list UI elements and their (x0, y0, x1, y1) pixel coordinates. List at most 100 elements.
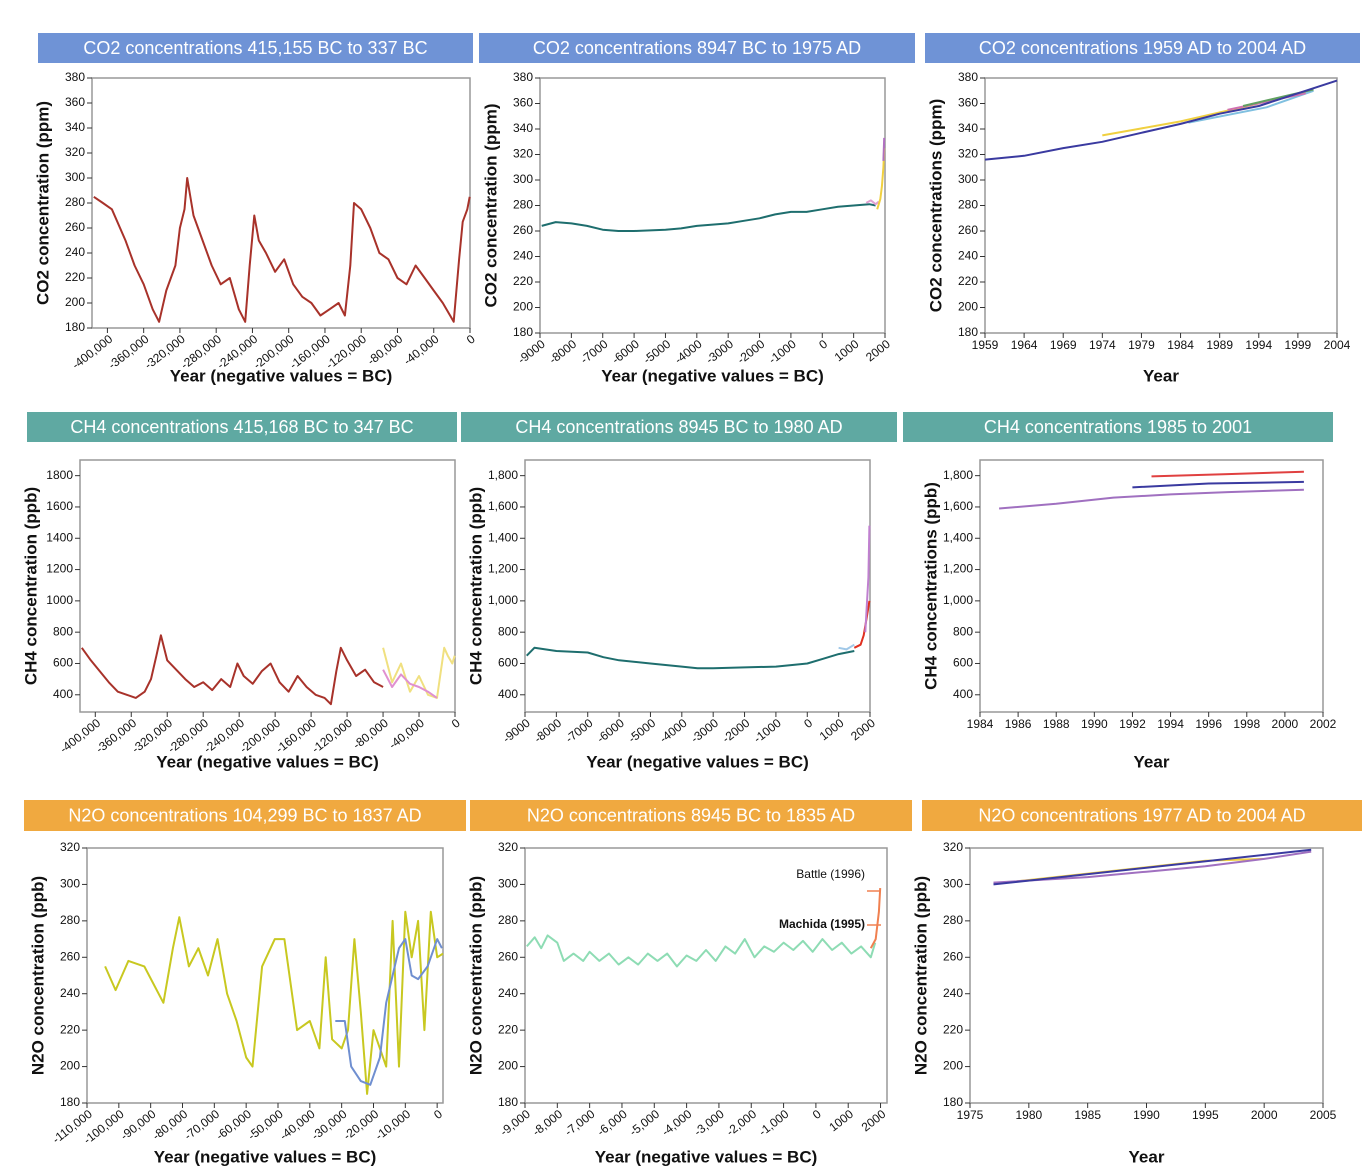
y-tick-label: 600 (498, 656, 518, 670)
x-tick-label: -8000 (546, 337, 579, 367)
x-tick-label: -8000 (531, 716, 564, 746)
x-tick-label: -9000 (500, 716, 533, 746)
y-tick-label: 300 (65, 170, 85, 184)
x-tick-label: -7,000 (562, 1107, 598, 1139)
x-tick-label: -8,000 (530, 1107, 566, 1139)
y-tick-label: 1000 (46, 593, 73, 607)
x-tick-label: 2000 (848, 716, 878, 744)
y-tick-label: 1200 (46, 562, 73, 576)
x-tick-label: -80,000 (350, 716, 391, 752)
y-tick-label: 280 (958, 198, 978, 212)
y-tick-label: 220 (513, 274, 533, 288)
y-tick-label: 800 (53, 624, 73, 638)
x-tick-label: 1990 (1081, 717, 1108, 731)
title-bar (479, 33, 915, 63)
x-tick-label: 1992 (1119, 717, 1146, 731)
y-axis-title: N2O concentration (ppb) (28, 876, 47, 1075)
y-tick-label: 220 (60, 1022, 80, 1036)
y-tick-label: 320 (498, 840, 518, 854)
y-tick-label: 360 (958, 96, 978, 110)
plot-frame (984, 77, 1338, 334)
y-tick-label: 220 (958, 274, 978, 288)
y-tick-label: 300 (943, 877, 963, 891)
y-tick-label: 260 (498, 949, 518, 963)
data-line (335, 938, 443, 1086)
y-tick-label: 1800 (46, 468, 73, 482)
x-tick-label: -5,000 (627, 1107, 663, 1139)
y-tick-label: 1,800 (488, 468, 518, 482)
x-tick-label: 1998 (1233, 717, 1260, 731)
title-bar (24, 800, 466, 831)
data-line (525, 646, 855, 670)
x-tick-label: -9,000 (497, 1107, 533, 1139)
y-tick-label: 320 (958, 147, 978, 161)
y-tick-label: 260 (513, 223, 533, 237)
chart-title: CH4 concentrations 1985 to 2001 (984, 417, 1252, 437)
y-tick-label: 180 (498, 1095, 518, 1109)
y-tick-label: 1,800 (943, 468, 973, 482)
x-axis-title: Year (1129, 1147, 1165, 1166)
data-line (80, 634, 384, 706)
x-axis-title: Year (negative values = BC) (595, 1147, 818, 1166)
y-tick-label: 320 (513, 147, 533, 161)
x-axis-title: Year (1143, 366, 1179, 385)
y-tick-label: 1,200 (943, 562, 973, 576)
x-tick-label: 2005 (1310, 1108, 1337, 1122)
y-tick-label: 1,400 (488, 530, 518, 544)
y-tick-label: 340 (65, 120, 85, 134)
x-axis-title: Year (negative values = BC) (601, 366, 824, 385)
y-tick-label: 800 (498, 624, 518, 638)
y-tick-label: 180 (60, 1095, 80, 1109)
x-tick-label: -4000 (657, 716, 690, 746)
title-bar (925, 33, 1360, 63)
x-tick-label: -1000 (766, 337, 799, 367)
y-tick-label: 180 (513, 325, 533, 339)
data-line (882, 137, 886, 161)
data-line (865, 199, 880, 206)
y-tick-label: 400 (498, 687, 518, 701)
y-tick-label: 280 (943, 913, 963, 927)
x-tick-label: -40,000 (386, 716, 427, 752)
y-tick-label: 280 (60, 913, 80, 927)
y-tick-label: 180 (958, 325, 978, 339)
x-tick-label: 1974 (1089, 338, 1116, 352)
y-tick-label: 300 (60, 877, 80, 891)
x-tick-label: 1000 (832, 337, 862, 365)
x-tick-label: 2002 (1310, 717, 1337, 731)
y-tick-label: 280 (513, 198, 533, 212)
y-tick-label: 1,000 (943, 593, 973, 607)
x-tick-label: -40,000 (401, 332, 442, 368)
y-tick-label: 380 (65, 70, 85, 84)
y-tick-label: 180 (65, 320, 85, 334)
x-tick-label: -5000 (625, 716, 658, 746)
data-line (984, 79, 1338, 161)
x-tick-label: -40,000 (277, 1107, 318, 1143)
x-axis-title: Year (negative values = BC) (586, 752, 809, 771)
data-line (382, 669, 438, 699)
y-tick-label: 200 (60, 1059, 80, 1073)
x-tick-label: -120,000 (309, 716, 355, 756)
data-line (526, 934, 877, 968)
x-tick-label: 0 (801, 716, 815, 731)
x-tick-label: 1994 (1157, 717, 1184, 731)
chart-title: CH4 concentrations 415,168 BC to 347 BC (70, 417, 413, 437)
y-tick-label: 300 (498, 877, 518, 891)
y-tick-label: 1,200 (488, 562, 518, 576)
x-tick-label: -80,000 (150, 1107, 191, 1143)
x-tick-label: 0 (816, 337, 830, 352)
title-bar (27, 412, 457, 442)
title-bar (903, 412, 1333, 442)
x-tick-label: -3000 (703, 337, 736, 367)
y-axis-title: CH4 concentration (ppb) (466, 487, 485, 685)
x-tick-label: 0 (431, 1107, 445, 1122)
x-tick-label: 1980 (1015, 1108, 1042, 1122)
data-line (104, 910, 444, 1095)
y-tick-label: 1600 (46, 499, 73, 513)
y-tick-label: 800 (953, 624, 973, 638)
y-tick-label: 240 (498, 986, 518, 1000)
x-tick-label: 2000 (1251, 1108, 1278, 1122)
title-bar (470, 800, 912, 831)
y-axis-title: CO2 concentration (ppm) (481, 103, 500, 307)
x-tick-label: 1969 (1050, 338, 1077, 352)
